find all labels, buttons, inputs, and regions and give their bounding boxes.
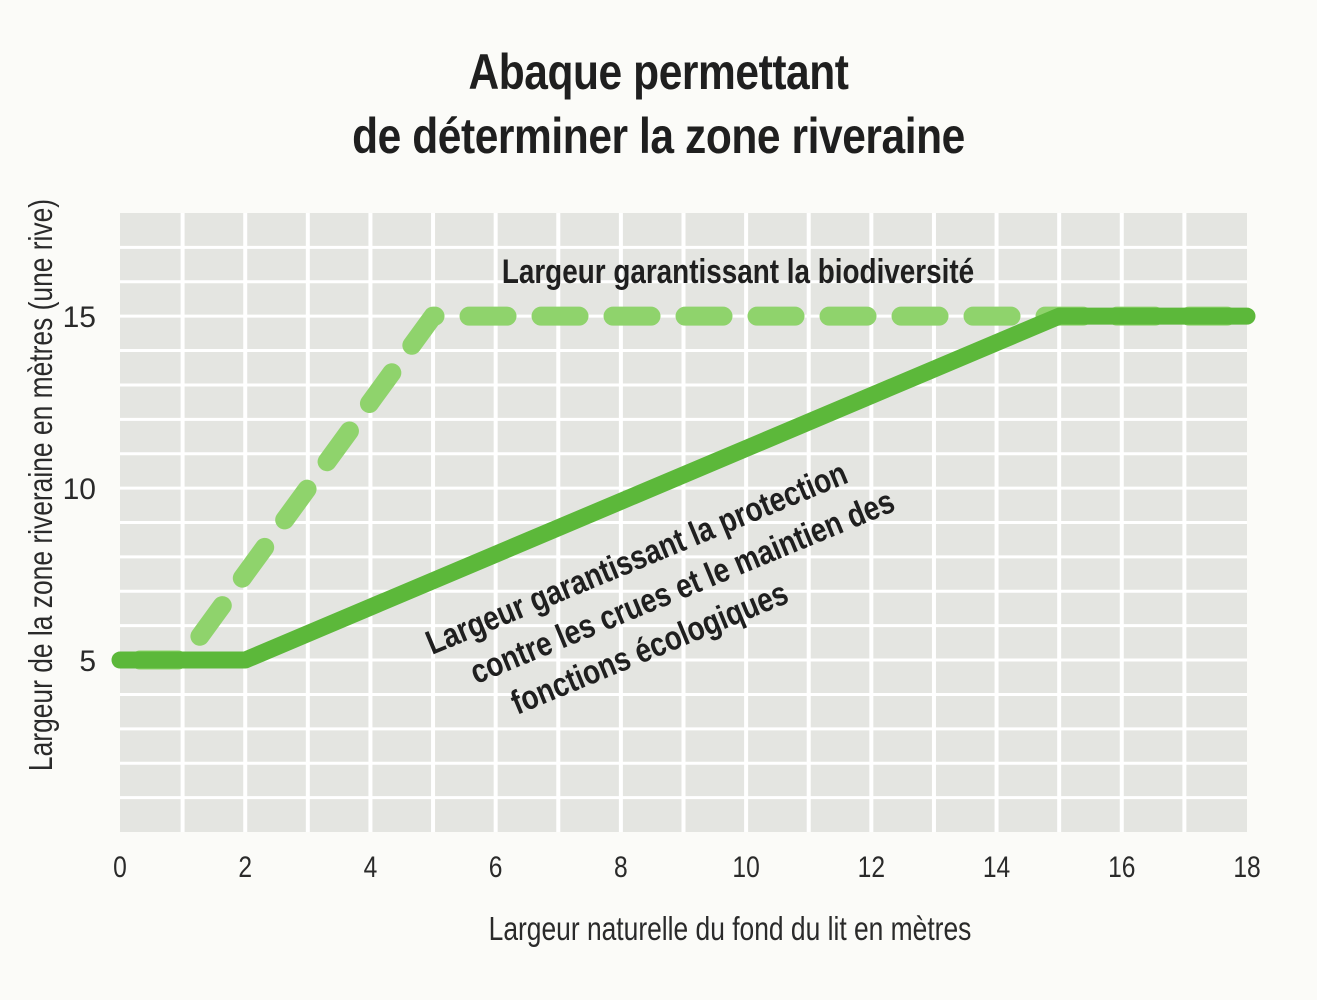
series-line-protection (111, 307, 1256, 669)
series-layer (110, 306, 1257, 670)
x-tick-label: 12 (858, 850, 885, 884)
chart-title-line-2: de déterminer la zone riveraine (352, 108, 965, 164)
y-axis-ticks: 5 10 15 (63, 301, 96, 678)
y-tick-label: 5 (79, 645, 96, 678)
x-tick-label: 14 (983, 850, 1010, 884)
plot-background (120, 213, 1247, 832)
x-axis-title: Largeur naturelle du fond du lit en mètr… (489, 911, 972, 947)
x-tick-label: 4 (364, 850, 378, 884)
x-axis-ticks: 0 2 4 6 8 10 12 14 16 18 (113, 850, 1261, 884)
grid (120, 213, 1247, 832)
x-tick-label: 2 (238, 850, 252, 884)
x-tick-label: 18 (1233, 850, 1260, 884)
x-tick-label: 16 (1108, 850, 1135, 884)
y-tick-label: 10 (63, 473, 96, 506)
x-tick-label: 8 (614, 850, 628, 884)
x-tick-label: 6 (489, 850, 503, 884)
y-tick-label: 15 (63, 301, 96, 334)
chart-title: Abaque permettant de déterminer la zone … (0, 40, 1317, 168)
x-tick-label: 10 (732, 850, 759, 884)
annotation-biodiversite: Largeur garantissant la biodiversité (502, 252, 974, 290)
chart-title-line-1: Abaque permettant (468, 44, 849, 100)
x-tick-label: 0 (113, 850, 127, 884)
y-axis-title: Largeur de la zone riveraine en mètres (… (23, 199, 59, 771)
